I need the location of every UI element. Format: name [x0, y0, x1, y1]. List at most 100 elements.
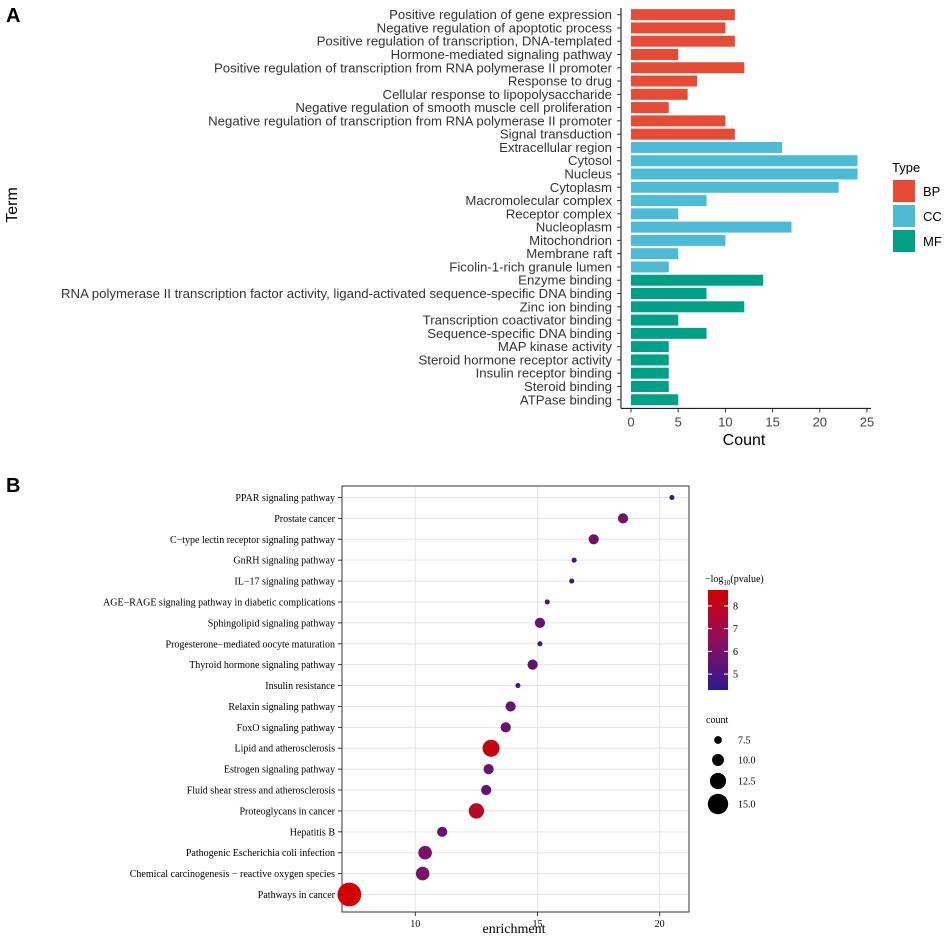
- size-legend-label: 12.5: [738, 777, 756, 788]
- term-label: Transcription coactivator binding: [423, 313, 612, 328]
- term-label: Sequence-specific DNA binding: [427, 326, 612, 341]
- bar-bp: [631, 88, 688, 100]
- bar-bp: [631, 48, 679, 60]
- term-label: Hormone-mediated signaling pathway: [391, 47, 613, 62]
- term-label: Insulin receptor binding: [476, 366, 612, 381]
- x-tick-label: 10: [718, 414, 732, 429]
- data-point: [500, 722, 511, 733]
- size-legend-label: 15.0: [738, 800, 756, 811]
- panel-b-dot-plot: B PPAR signaling pathway Prostate cancer C…: [6, 475, 764, 937]
- term-label: Steroid binding: [524, 379, 612, 394]
- data-point: [544, 599, 550, 605]
- legend-label: MF: [923, 234, 942, 249]
- size-legend-label: 10.0: [738, 756, 756, 767]
- pathway-label: IL−17 signaling pathway: [234, 577, 335, 588]
- color-tick-label: 8: [733, 601, 738, 612]
- x-tick-label: 25: [860, 414, 874, 429]
- x-axis-title: enrichment: [483, 922, 546, 937]
- bar-cc: [631, 261, 669, 273]
- pathway-label: Thyroid hormone signaling pathway: [189, 660, 335, 671]
- term-label: Nucleus: [564, 167, 612, 182]
- term-label: Response to drug: [508, 74, 612, 89]
- color-legend-title: −log10(pvalue): [705, 574, 764, 587]
- bar-bp: [631, 128, 735, 140]
- term-label: Ficolin-1-rich granule lumen: [449, 259, 612, 274]
- size-legend-dot: [714, 736, 722, 744]
- data-point: [468, 803, 485, 819]
- x-tick-label: 0: [627, 414, 634, 429]
- term-label: Negative regulation of transcription fro…: [208, 113, 612, 128]
- color-tick-label: 5: [733, 670, 738, 681]
- bar-cc: [631, 141, 783, 153]
- legend-swatch-cc: [893, 205, 915, 227]
- color-tick-label: 7: [733, 624, 738, 635]
- legend-title: Type: [892, 160, 920, 175]
- data-point: [537, 641, 543, 647]
- pathway-label: Relaxin signaling pathway: [228, 702, 335, 713]
- x-tick-label: 10: [410, 919, 420, 930]
- data-point: [418, 845, 432, 860]
- y-axis-title: Term: [4, 187, 21, 223]
- bar-bp: [631, 102, 669, 114]
- pathway-label: PPAR signaling pathway: [235, 493, 335, 504]
- pathway-label: Lipid and atherosclerosis: [234, 744, 335, 755]
- pathway-label: C−type lectin receptor signaling pathway: [170, 535, 335, 546]
- bar-bp: [631, 22, 726, 34]
- term-label: Membrane raft: [526, 246, 612, 261]
- pathway-label: Estrogen signaling pathway: [224, 765, 335, 776]
- bar-mf: [631, 288, 707, 300]
- pathway-label: Insulin resistance: [265, 681, 335, 692]
- term-label: Negative regulation of smooth muscle cel…: [295, 100, 612, 115]
- pathway-label: Fluid shear stress and atherosclerosis: [187, 786, 335, 797]
- term-label: MAP kinase activity: [498, 339, 612, 354]
- count-size-legend: count 7.5 10.0 12.5 15.0: [706, 715, 756, 815]
- term-label: Signal transduction: [500, 127, 612, 142]
- term-label: Enzyme binding: [518, 273, 612, 288]
- pathway-label: Hepatitis B: [290, 827, 336, 838]
- bar-mf: [631, 367, 669, 379]
- size-legend-dot: [709, 772, 727, 790]
- data-point: [569, 578, 575, 584]
- size-legend-title: count: [706, 715, 728, 726]
- pathway-label: Chemical carcinogenesis − reactive oxyge…: [130, 869, 335, 880]
- term-label: Negative regulation of apoptotic process: [377, 20, 613, 35]
- pathway-label: Proteoglycans in cancer: [239, 806, 335, 817]
- bar-cc: [631, 155, 858, 167]
- data-point: [588, 534, 599, 545]
- size-legend-label: 7.5: [738, 736, 751, 747]
- data-point: [481, 784, 492, 796]
- data-point: [505, 701, 516, 712]
- legend-swatch-mf: [893, 230, 915, 252]
- data-point: [669, 494, 675, 501]
- type-legend: Type BP CC MF: [892, 160, 942, 252]
- data-point: [483, 764, 494, 775]
- bar-mf: [631, 314, 679, 326]
- bar-cc: [631, 181, 839, 193]
- bar-mf: [631, 274, 764, 286]
- legend-label: BP: [923, 184, 940, 199]
- pathway-label: Progesterone−mediated oocyte maturation: [166, 639, 335, 650]
- legend-swatch-bp: [893, 180, 915, 202]
- bar-mf: [631, 354, 669, 366]
- term-label: Positive regulation of gene expression: [389, 7, 612, 22]
- bar-bp: [631, 115, 726, 127]
- panel-label-b: B: [6, 475, 20, 497]
- bar-cc: [631, 221, 792, 233]
- color-tick-label: 6: [733, 647, 738, 658]
- term-label: Zinc ion binding: [520, 299, 612, 314]
- color-scale-bar: [708, 590, 728, 690]
- term-label: Macromolecular complex: [465, 193, 612, 208]
- bar-mf: [631, 341, 669, 353]
- bar-mf: [631, 394, 679, 406]
- term-label: Extracellular region: [499, 140, 612, 155]
- data-point: [437, 826, 448, 837]
- term-label: Positive regulation of transcription fro…: [214, 60, 613, 75]
- term-label: Steroid hormone receptor activity: [418, 352, 612, 367]
- bar-mf: [631, 380, 669, 392]
- pathway-label: Sphingolipid signaling pathway: [208, 618, 335, 629]
- bar-cc: [631, 168, 858, 180]
- legend-label: CC: [923, 209, 942, 224]
- term-label: Mitochondrion: [529, 233, 612, 248]
- plot-panel: [341, 485, 690, 913]
